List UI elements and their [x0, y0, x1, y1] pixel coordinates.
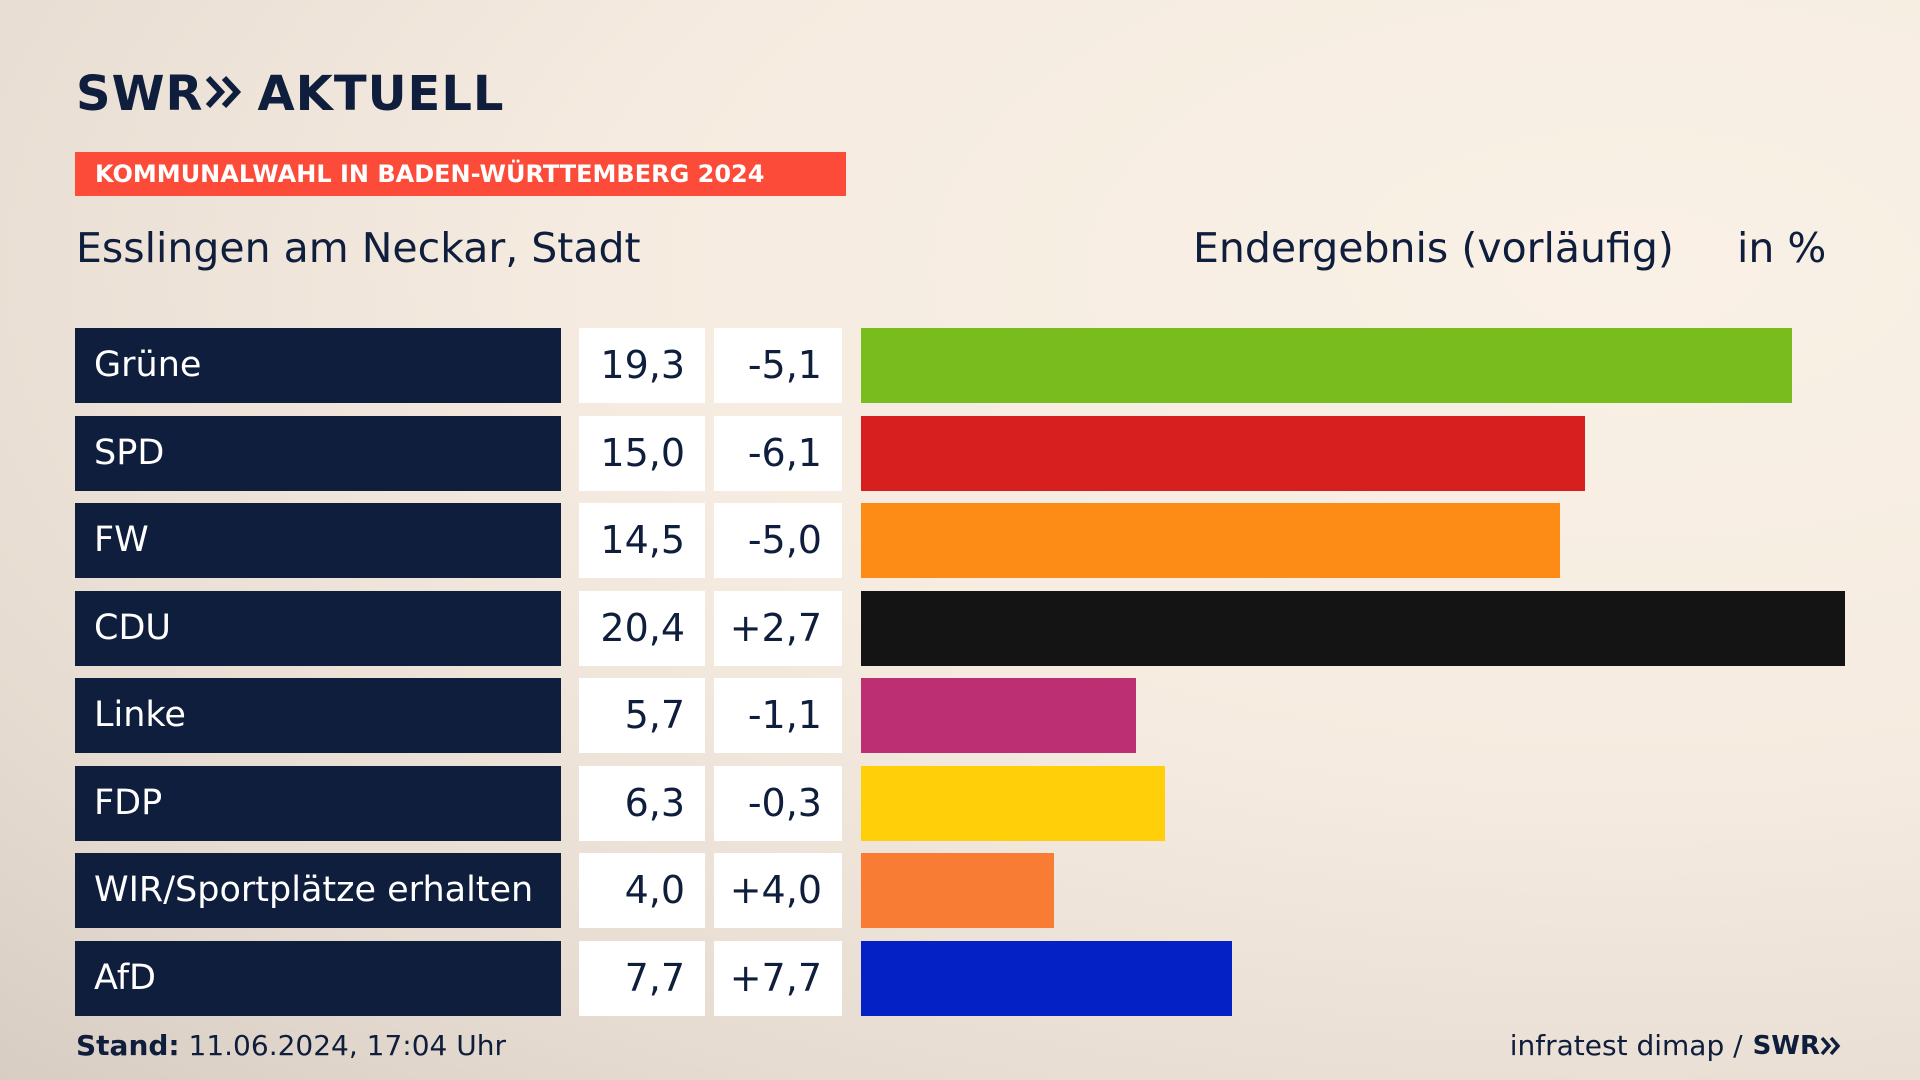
result-bar	[861, 590, 1845, 666]
swr-aktuell-logo: SWR AKTUELL	[76, 66, 505, 122]
vote-share-value: 14,5	[579, 503, 705, 578]
vote-share-value: 15,0	[579, 415, 705, 491]
result-bar	[861, 328, 1792, 403]
vote-share-value: 20,4	[579, 590, 705, 666]
result-bar	[861, 678, 1136, 753]
party-label: SPD	[75, 415, 561, 491]
result-bar	[861, 853, 1054, 928]
vote-share-value: 6,3	[579, 765, 705, 841]
timestamp: Stand: 11.06.2024, 17:04 Uhr	[76, 1026, 506, 1066]
election-tag: KOMMUNALWAHL IN BADEN-WÜRTTEMBERG 2024	[75, 152, 846, 196]
vote-share-value: 19,3	[579, 328, 705, 403]
party-label: FDP	[75, 765, 561, 841]
place-title: Esslingen am Neckar, Stadt	[76, 224, 641, 272]
result-bar	[861, 503, 1560, 578]
source-chevron-icon	[1820, 1036, 1841, 1056]
vote-change-value: -0,3	[714, 765, 842, 841]
stand-value: 11.06.2024, 17:04 Uhr	[188, 1029, 506, 1062]
vote-change-value: -1,1	[714, 678, 842, 753]
result-bar	[861, 415, 1585, 491]
vote-change-value: -5,0	[714, 503, 842, 578]
party-label: CDU	[75, 590, 561, 666]
vote-share-value: 7,7	[579, 940, 705, 1016]
vote-change-value: -6,1	[714, 415, 842, 491]
double-chevron-icon	[205, 75, 243, 113]
vote-change-value: +4,0	[714, 853, 842, 928]
party-label: Grüne	[75, 328, 561, 403]
logo-product: AKTUELL	[257, 66, 505, 122]
source-brand: SWR	[1752, 1031, 1820, 1061]
source-credit: infratest dimap / SWR	[1510, 1026, 1842, 1066]
party-label: Linke	[75, 678, 561, 753]
unit-label: in %	[1737, 224, 1827, 272]
party-label: AfD	[75, 940, 561, 1016]
logo-brand: SWR	[76, 66, 204, 122]
vote-share-value: 5,7	[579, 678, 705, 753]
source-text: infratest dimap /	[1509, 1029, 1743, 1062]
vote-change-value: -5,1	[714, 328, 842, 403]
vote-change-value: +2,7	[714, 590, 842, 666]
stand-label: Stand:	[76, 1029, 180, 1062]
result-bar	[861, 765, 1165, 841]
result-bar	[861, 940, 1232, 1016]
vote-share-value: 4,0	[579, 853, 705, 928]
result-status-label: Endergebnis (vorläufig)	[1193, 224, 1674, 272]
party-label: WIR/Sportplätze erhalten	[75, 853, 561, 928]
vote-change-value: +7,7	[714, 940, 842, 1016]
party-label: FW	[75, 503, 561, 578]
